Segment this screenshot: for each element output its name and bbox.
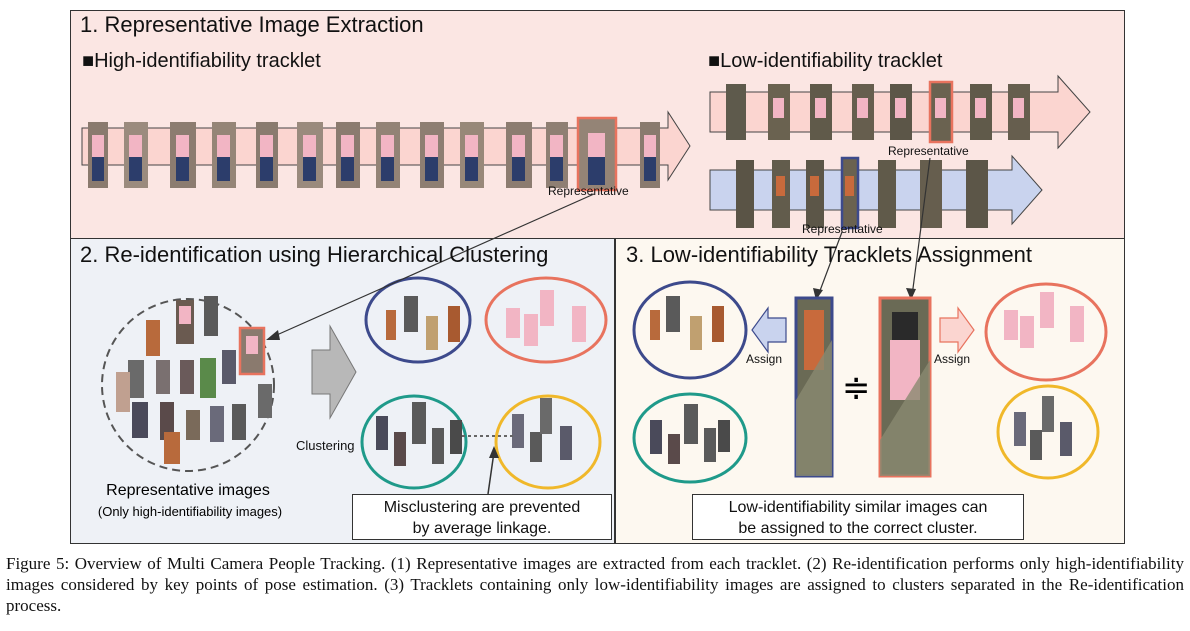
low-representative-label-2: Representative <box>802 222 883 236</box>
assign-arrow-left <box>751 306 787 354</box>
section-1-title: 1. Representative Image Extraction <box>80 12 424 37</box>
representative-thumbnails <box>116 296 272 464</box>
cluster-red-sec3 <box>984 282 1108 382</box>
cluster-yellow-sec2 <box>494 394 602 490</box>
misclustering-note-line-2: by average linkage. <box>412 520 552 537</box>
clustering-arrow <box>311 324 357 420</box>
assignment-note: Low-identifiability similar images can b… <box>692 494 1024 540</box>
pointer-high-rep <box>269 193 595 339</box>
pointer-low-rep-1 <box>911 157 931 297</box>
high-tracklet-label: ■High-identifiability tracklet <box>82 50 321 72</box>
high-tracklet-frames <box>88 116 660 192</box>
figure-caption: Figure 5: Overview of Multi Camera Peopl… <box>6 554 1184 615</box>
assignment-note-line-2: be assigned to the correct cluster. <box>738 520 978 537</box>
cluster-thumbnails-sec3 <box>650 292 1084 464</box>
pointer-low-rep-2 <box>817 231 843 297</box>
representative-images-sublabel: (Only high-identifiability images) <box>97 504 283 519</box>
cluster-teal-sec3 <box>632 392 748 484</box>
cluster-blue-sec3 <box>632 280 748 380</box>
cluster-teal-sec2 <box>360 394 468 490</box>
cluster-thumbnails-sec2 <box>376 290 586 466</box>
assign-right-label: Assign <box>934 352 971 366</box>
misclustering-note-line-1: Misclustering are prevented <box>383 499 581 516</box>
clustering-label: Clustering <box>296 438 355 453</box>
cluster-red-sec2 <box>484 276 608 364</box>
misclustering-note: Misclustering are prevented by average l… <box>352 494 612 540</box>
section-3-panel <box>615 238 1125 544</box>
representative-images-label: Representative images <box>106 482 270 499</box>
assign-arrow-right <box>939 306 975 354</box>
section-3-title: 3. Low-identifiability Tracklets Assignm… <box>626 242 1032 267</box>
low-tracklet-arrow-2 <box>709 154 1043 226</box>
approx-equal-symbol: ≑ <box>842 368 871 408</box>
assign-left-label: Assign <box>746 352 783 366</box>
cluster-yellow-sec3 <box>996 384 1100 480</box>
representative-images-circle <box>101 298 275 472</box>
high-representative-label: Representative <box>548 184 629 198</box>
low-representative-label-1: Representative <box>888 144 969 158</box>
cluster-blue-sec2 <box>364 276 472 364</box>
section-2-title: 2. Re-identification using Hierarchical … <box>80 242 549 267</box>
low-tracklet-label: ■Low-identifiability tracklet <box>708 50 943 72</box>
low-tracklet-2-frames <box>736 156 988 230</box>
low-tracklet-1-frames <box>726 80 1030 144</box>
assignment-note-line-1: Low-identifiability similar images can <box>728 499 988 516</box>
